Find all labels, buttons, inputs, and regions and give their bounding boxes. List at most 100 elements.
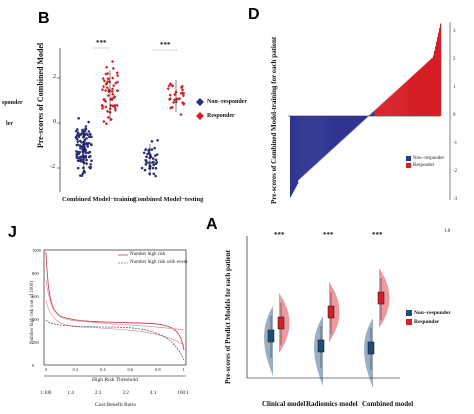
data-point	[101, 84, 106, 89]
data-point	[156, 138, 159, 142]
data-point	[110, 59, 115, 64]
waterfall-bar	[350, 116, 352, 133]
waterfall-bar	[422, 65, 425, 116]
waterfall-bar	[315, 116, 317, 165]
crop-left-text-2: ler	[6, 121, 13, 127]
data-point	[90, 143, 93, 147]
panel-a-sig-3: ***	[372, 231, 383, 239]
panel-j-xtick: 1	[182, 367, 185, 372]
data-point	[154, 174, 157, 178]
data-point	[144, 163, 148, 166]
data-point	[151, 166, 155, 170]
data-point	[80, 140, 83, 144]
waterfall-bar	[352, 116, 354, 131]
legend-diamond-icon	[196, 98, 204, 106]
data-point	[75, 136, 78, 140]
waterfall-bar	[426, 62, 429, 116]
data-point	[77, 156, 80, 160]
data-point	[85, 137, 88, 140]
waterfall-bar	[398, 88, 400, 116]
data-point	[102, 79, 106, 83]
data-point	[111, 76, 115, 80]
panel-b-xlabel-1: Combined Model−training	[62, 196, 137, 203]
data-point	[87, 120, 90, 124]
waterfall-bar	[331, 116, 333, 150]
panel-a-xlabel-3: Combined model	[362, 400, 414, 408]
data-point	[84, 142, 87, 146]
waterfall-bar	[401, 85, 403, 116]
panel-d-bars	[290, 23, 442, 198]
waterfall-bar	[325, 116, 327, 156]
data-point	[87, 130, 91, 133]
waterfall-bar	[428, 60, 431, 116]
panel-j-xtick2: 4:1	[150, 391, 157, 396]
waterfall-bar	[302, 116, 304, 177]
panel-j-xtick: 0.8	[155, 367, 161, 372]
data-point	[79, 158, 83, 161]
data-point	[85, 162, 88, 165]
data-point	[182, 91, 186, 95]
panel-b-sig-2: ***	[160, 41, 171, 49]
data-point	[106, 115, 110, 120]
data-point	[107, 88, 111, 92]
panel-b-ytick-2: 2	[53, 74, 56, 80]
waterfall-bar	[316, 116, 318, 164]
panel-j-xlabel: High Risk Threshold	[92, 377, 139, 383]
waterfall-bar	[372, 111, 374, 116]
waterfall-bar	[380, 104, 382, 116]
panel-a-violins	[264, 268, 390, 388]
waterfall-bar	[307, 116, 309, 172]
panel-b-ytick-0: 0	[53, 119, 56, 125]
data-point	[167, 84, 171, 88]
box	[267, 329, 275, 343]
waterfall-bar	[338, 116, 340, 144]
data-point	[88, 154, 92, 158]
data-point	[77, 116, 80, 120]
waterfall-bar	[341, 116, 343, 141]
waterfall-bar	[360, 116, 362, 123]
panel-d-legend: Non−responder Responder	[406, 156, 444, 168]
waterfall-bar	[405, 81, 407, 116]
box	[277, 316, 285, 330]
waterfall-bar	[346, 116, 348, 136]
data-point	[75, 152, 79, 156]
waterfall-bar	[432, 55, 435, 116]
panel-j-xtick: 0.4	[100, 367, 106, 372]
data-point	[168, 97, 172, 101]
data-point	[105, 65, 109, 69]
panel-j-ytick: 1000	[32, 248, 41, 253]
waterfall-bar	[303, 116, 305, 176]
waterfall-bar	[343, 116, 345, 139]
waterfall-bar	[330, 116, 332, 151]
waterfall-bar	[354, 116, 356, 129]
waterfall-bar	[423, 65, 426, 116]
panel-j-xtick: 0.2	[72, 367, 79, 372]
data-point	[76, 133, 80, 136]
waterfall-bar	[305, 116, 307, 174]
data-point	[86, 145, 90, 148]
data-point	[113, 106, 117, 110]
waterfall-bar	[357, 116, 359, 126]
waterfall-bar	[370, 113, 372, 116]
waterfall-bar	[413, 74, 416, 116]
data-point	[112, 84, 116, 88]
waterfall-bar	[300, 116, 302, 179]
waterfall-bar	[415, 72, 418, 116]
data-point	[150, 161, 154, 164]
data-point	[155, 153, 159, 156]
panel-a-xlabel-1: Clinical model	[262, 400, 306, 408]
data-point	[102, 98, 106, 102]
waterfall-bar	[337, 116, 339, 145]
waterfall-bar	[418, 69, 421, 116]
panel-d-legend-responder: Responder	[413, 163, 435, 168]
waterfall-bar	[296, 116, 298, 186]
data-point	[87, 135, 91, 139]
waterfall-bar	[437, 32, 440, 116]
panel-b-label: B	[38, 10, 50, 27]
data-point	[180, 100, 185, 105]
data-point	[154, 166, 158, 170]
waterfall-bar	[409, 77, 411, 116]
data-point	[79, 159, 83, 163]
data-point	[150, 140, 154, 143]
waterfall-bar	[427, 61, 430, 116]
